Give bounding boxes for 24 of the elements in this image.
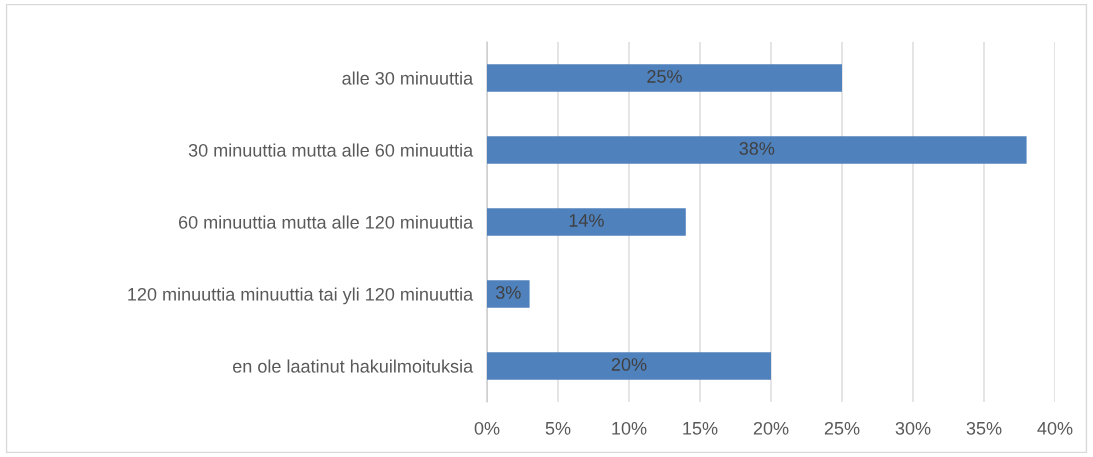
- data-label: 38%: [739, 142, 775, 155]
- data-label: 3%: [495, 286, 521, 299]
- data-label: 25%: [647, 70, 682, 83]
- y-tick-label: 120 minuuttia minuuttia tai yli 120 minuuttia: [128, 287, 474, 305]
- bar: [487, 280, 530, 308]
- y-tick-label: 30 minuuttia mutta alle 60 minuuttia: [188, 143, 474, 157]
- x-tick-label: 25%: [824, 421, 860, 435]
- x-tick-label: 20%: [753, 421, 789, 435]
- data-label: 20%: [611, 358, 647, 371]
- x-tick-label: 35%: [966, 421, 1002, 435]
- x-tick-label: 15%: [683, 422, 718, 435]
- bar: [487, 352, 771, 380]
- data-label: 14%: [569, 214, 604, 227]
- bar: [487, 64, 842, 92]
- bar: [487, 136, 1027, 164]
- x-tick-label: 5%: [545, 422, 571, 435]
- x-tick-label: 40%: [1037, 421, 1073, 435]
- y-tick-label: en ole laatinut hakuilmoituksia: [233, 359, 474, 373]
- y-tick-label: alle 30 minuuttia: [342, 71, 474, 85]
- x-tick-label: 10%: [612, 421, 647, 435]
- y-tick-label: 60 minuuttia mutta alle 120 minuuttia: [178, 215, 474, 229]
- x-tick-label: 0%: [474, 421, 500, 435]
- bar: [487, 208, 686, 236]
- x-tick-label: 30%: [895, 421, 931, 435]
